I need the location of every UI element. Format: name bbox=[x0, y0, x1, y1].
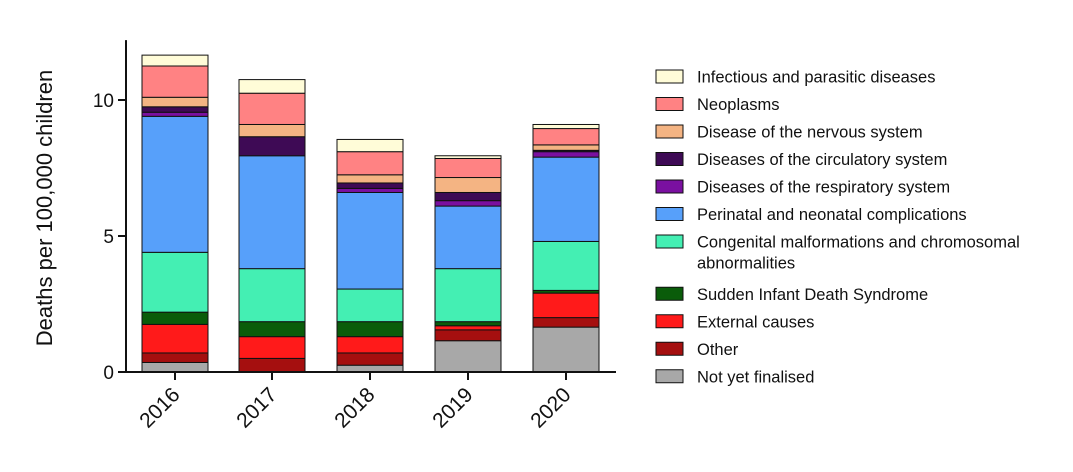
legend-item: Infectious and parasitic diseases bbox=[655, 69, 935, 87]
bar-segment-2020-2 bbox=[532, 292, 600, 319]
legend-item: Other bbox=[655, 341, 739, 359]
x-tick-label: 2017 bbox=[232, 383, 281, 432]
bar-segment-2019-6 bbox=[434, 200, 502, 207]
x-tick-label: 2019 bbox=[428, 383, 477, 432]
bar-segment-2019-4 bbox=[434, 268, 502, 323]
legend-swatch bbox=[655, 341, 684, 356]
bar-segment-2019-1 bbox=[434, 329, 502, 342]
legend-item: Congenital malformations and chromosomal… bbox=[655, 234, 1020, 273]
bar-segment-2018-3 bbox=[336, 321, 404, 338]
bar-segment-2019-3 bbox=[434, 321, 502, 327]
legend-label: Infectious and parasitic diseases bbox=[697, 69, 935, 87]
bar-segment-2018-2 bbox=[336, 336, 404, 354]
bar-segment-2020-4 bbox=[532, 240, 600, 291]
bar-segment-2016-5 bbox=[141, 115, 209, 253]
bar-segment-2020-8 bbox=[532, 144, 600, 151]
legend-label: Perinatal and neonatal complications bbox=[697, 206, 967, 224]
bar-segment-2016-2 bbox=[141, 323, 209, 354]
bar-segment-2019-2 bbox=[434, 325, 502, 331]
bar-segment-2017-1 bbox=[238, 357, 306, 373]
y-tick-label: 5 bbox=[103, 227, 114, 248]
legend-item: External causes bbox=[655, 313, 814, 331]
x-tick-label: 2018 bbox=[330, 383, 379, 432]
bar-segment-2020-10 bbox=[532, 123, 600, 130]
legend-item: Diseases of the circulatory system bbox=[655, 151, 947, 169]
bar-segment-2020-5 bbox=[532, 156, 600, 242]
bar-segment-2016-9 bbox=[141, 65, 209, 98]
bar-segment-2017-9 bbox=[238, 92, 306, 125]
bar-segment-2020-6 bbox=[532, 151, 600, 158]
bar-segment-2017-8 bbox=[238, 123, 306, 138]
legend-label: External causes bbox=[697, 313, 814, 331]
legend-label: Not yet finalised bbox=[697, 368, 814, 386]
bar-segment-2018-7 bbox=[336, 182, 404, 189]
bar-segment-2016-3 bbox=[141, 311, 209, 325]
y-tick-label: 10 bbox=[93, 91, 114, 112]
legend-item: Diseases of the respiratory system bbox=[655, 179, 950, 197]
bar-segment-2016-1 bbox=[141, 352, 209, 363]
bar-segment-2018-1 bbox=[336, 352, 404, 366]
x-tick-label: 2020 bbox=[526, 383, 575, 432]
bars-layer bbox=[141, 54, 600, 373]
legend-item: Perinatal and neonatal complications bbox=[655, 206, 967, 224]
legend-label: Congenital malformations and chromosomal… bbox=[697, 234, 1020, 273]
legend-swatch bbox=[655, 152, 684, 166]
bar-segment-2019-0 bbox=[434, 340, 502, 373]
legend-label: Sudden Infant Death Syndrome bbox=[697, 286, 928, 304]
bar-segment-2018-6 bbox=[336, 187, 404, 193]
bar-segment-2018-10 bbox=[336, 138, 404, 153]
bar-segment-2018-5 bbox=[336, 191, 404, 290]
bar-segment-2020-0 bbox=[532, 326, 600, 373]
bar-segment-2017-10 bbox=[238, 79, 306, 94]
legend-swatch bbox=[655, 69, 684, 84]
legend-item: Sudden Infant Death Syndrome bbox=[655, 286, 928, 304]
bar-segment-2018-9 bbox=[336, 151, 404, 176]
legend-swatch bbox=[655, 234, 684, 249]
legend-swatch bbox=[655, 97, 684, 111]
bar-segment-2020-9 bbox=[532, 128, 600, 146]
legend-item: Disease of the nervous system bbox=[655, 124, 923, 142]
legend-item: Not yet finalised bbox=[655, 368, 814, 386]
bar-segment-2019-8 bbox=[434, 177, 502, 193]
legend-swatch bbox=[655, 124, 684, 139]
bar-segment-2016-8 bbox=[141, 96, 209, 108]
bar-segment-2017-5 bbox=[238, 155, 306, 270]
bar-segment-2017-4 bbox=[238, 268, 306, 323]
legend-label: Disease of the nervous system bbox=[697, 124, 923, 142]
bar-segment-2016-10 bbox=[141, 54, 209, 67]
bar-segment-2018-4 bbox=[336, 288, 404, 323]
bar-segment-2018-8 bbox=[336, 174, 404, 184]
bar-segment-2019-9 bbox=[434, 157, 502, 179]
legend-swatch bbox=[655, 369, 684, 384]
bar-segment-2019-7 bbox=[434, 191, 502, 202]
legend-label: Neoplasms bbox=[697, 96, 780, 114]
bar-segment-2019-10 bbox=[434, 155, 502, 159]
bar-segment-2016-0 bbox=[141, 361, 209, 373]
legend-label: Other bbox=[697, 341, 739, 359]
legend-swatch bbox=[655, 314, 684, 329]
y-tick-label: 0 bbox=[103, 363, 114, 384]
bar-segment-2016-7 bbox=[141, 106, 209, 113]
legend: Infectious and parasitic diseases Neoplas… bbox=[655, 69, 1020, 386]
bar-segment-2017-3 bbox=[238, 321, 306, 338]
legend-swatch bbox=[655, 286, 684, 301]
bar-segment-2018-0 bbox=[336, 364, 404, 373]
bar-segment-2020-1 bbox=[532, 317, 600, 328]
bar-segment-2019-5 bbox=[434, 205, 502, 270]
bar-segment-2017-7 bbox=[238, 136, 306, 157]
legend-label: Diseases of the respiratory system bbox=[697, 179, 950, 197]
legend-swatch bbox=[655, 207, 684, 221]
x-tick-label: 2016 bbox=[135, 383, 184, 432]
y-axis-label: Deaths per 100,000 children bbox=[32, 70, 57, 346]
bar-segment-2016-6 bbox=[141, 111, 209, 117]
bar-segment-2017-2 bbox=[238, 336, 306, 359]
legend-item: Neoplasms bbox=[655, 96, 780, 114]
bar-segment-2016-4 bbox=[141, 251, 209, 313]
legend-label: Diseases of the circulatory system bbox=[697, 151, 947, 169]
legend-swatch bbox=[655, 179, 684, 194]
